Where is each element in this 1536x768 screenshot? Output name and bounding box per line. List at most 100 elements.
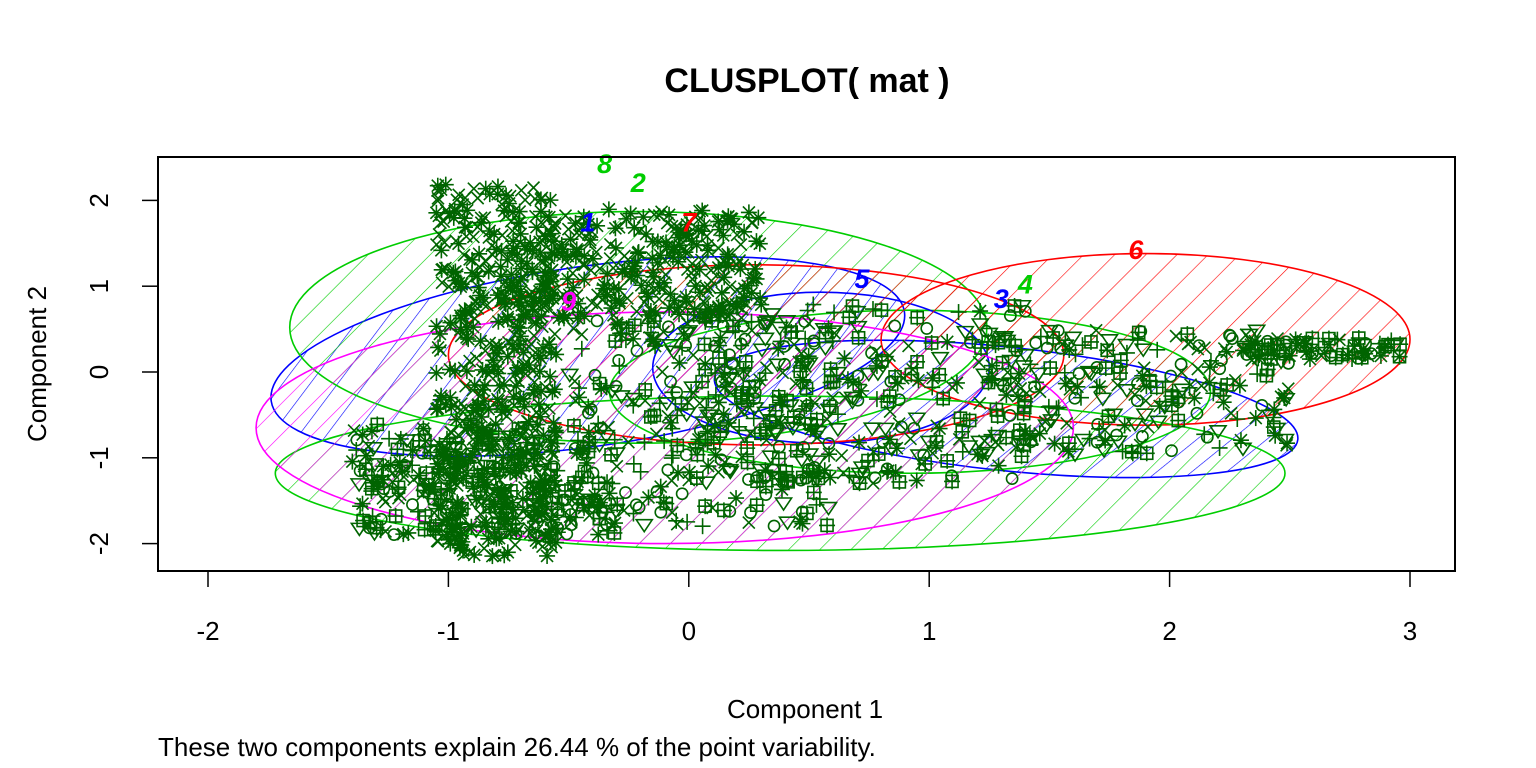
- data-point: [538, 474, 554, 490]
- data-point: [1017, 398, 1033, 414]
- data-point: [505, 240, 521, 256]
- data-point: [428, 365, 444, 381]
- data-point: [429, 401, 445, 417]
- data-point: [903, 367, 919, 383]
- data-point: [1117, 417, 1133, 433]
- data-point: [700, 458, 716, 474]
- data-point: [853, 383, 869, 399]
- y-tick-label: 2: [84, 193, 114, 207]
- data-point: [749, 473, 765, 489]
- data-point: [928, 438, 944, 454]
- data-point: [917, 456, 933, 472]
- data-point: [694, 374, 710, 390]
- data-point: [646, 313, 662, 329]
- data-point: [548, 425, 564, 441]
- data-point: [464, 252, 480, 268]
- data-point: [533, 350, 549, 366]
- x-tick-label: -2: [196, 616, 219, 646]
- data-point: [659, 239, 675, 255]
- data-point: [635, 209, 651, 225]
- data-point: [591, 511, 607, 527]
- data-point: [623, 269, 639, 285]
- data-point: [430, 339, 446, 355]
- x-tick-label: 2: [1162, 616, 1176, 646]
- data-point: [560, 271, 576, 287]
- data-point: [772, 415, 788, 431]
- data-point: [493, 285, 509, 301]
- data-point: [395, 526, 411, 542]
- data-point: [498, 498, 514, 514]
- data-point: [432, 326, 448, 342]
- data-point: [733, 388, 749, 404]
- data-point: [512, 204, 528, 220]
- data-point: [526, 385, 542, 401]
- data-point: [1058, 376, 1074, 392]
- data-point: [644, 250, 660, 266]
- variability-note: These two components explain 26.44 % of …: [158, 732, 876, 762]
- cluster-label-7: 7: [681, 208, 698, 238]
- data-point: [851, 435, 867, 451]
- data-point: [1138, 378, 1154, 394]
- data-point: [460, 331, 476, 347]
- data-point: [484, 548, 500, 564]
- y-tick-label: -1: [84, 446, 114, 469]
- data-point: [455, 197, 471, 213]
- data-point: [554, 237, 570, 253]
- data-point: [433, 481, 449, 497]
- data-point: [627, 317, 643, 333]
- data-point: [417, 522, 433, 538]
- data-point: [451, 275, 467, 291]
- data-point: [774, 481, 790, 497]
- x-axis: -2 -1 0 1 2 3: [196, 571, 1417, 646]
- data-point: [988, 401, 1004, 417]
- data-point: [482, 223, 498, 239]
- cluster-label-5: 5: [854, 264, 870, 294]
- data-point: [500, 349, 516, 365]
- data-point: [485, 352, 501, 368]
- x-tick-label: 1: [922, 616, 936, 646]
- y-axis-label: Component 2: [22, 286, 52, 442]
- data-point: [740, 278, 756, 294]
- data-point: [364, 481, 380, 497]
- data-point: [661, 207, 677, 223]
- data-point: [526, 382, 542, 398]
- data-point: [972, 303, 988, 319]
- data-point: [670, 254, 686, 270]
- y-tick-label: -2: [84, 532, 114, 555]
- data-point: [931, 367, 947, 383]
- data-point: [844, 298, 860, 314]
- data-point: [449, 494, 465, 510]
- data-point: [935, 391, 951, 407]
- data-point: [1304, 343, 1320, 359]
- data-point: [1022, 427, 1038, 443]
- y-tick-label: 0: [84, 365, 114, 379]
- data-point: [537, 268, 553, 284]
- data-point: [576, 272, 592, 288]
- x-tick-label: 0: [682, 616, 696, 646]
- data-point: [783, 324, 799, 340]
- data-point: [486, 226, 502, 242]
- data-point: [626, 220, 642, 236]
- data-point: [532, 364, 548, 380]
- data-point: [389, 441, 405, 457]
- data-point: [1011, 366, 1027, 382]
- data-point: [364, 423, 380, 439]
- data-point: [1335, 347, 1351, 363]
- data-point: [492, 378, 508, 394]
- data-point: [826, 373, 842, 389]
- data-point: [362, 515, 378, 531]
- data-point: [566, 418, 582, 434]
- data-point: [515, 184, 527, 196]
- data-point: [676, 326, 692, 342]
- data-point: [525, 435, 541, 451]
- data-point: [1131, 324, 1147, 340]
- data-point: [686, 307, 702, 323]
- data-point: [873, 302, 889, 318]
- data-point: [451, 236, 467, 252]
- data-point: [1042, 360, 1058, 376]
- cluster-label-9: 9: [561, 286, 576, 316]
- data-point: [458, 304, 474, 320]
- cluster-label-6: 6: [1128, 235, 1144, 265]
- data-point: [1014, 448, 1030, 464]
